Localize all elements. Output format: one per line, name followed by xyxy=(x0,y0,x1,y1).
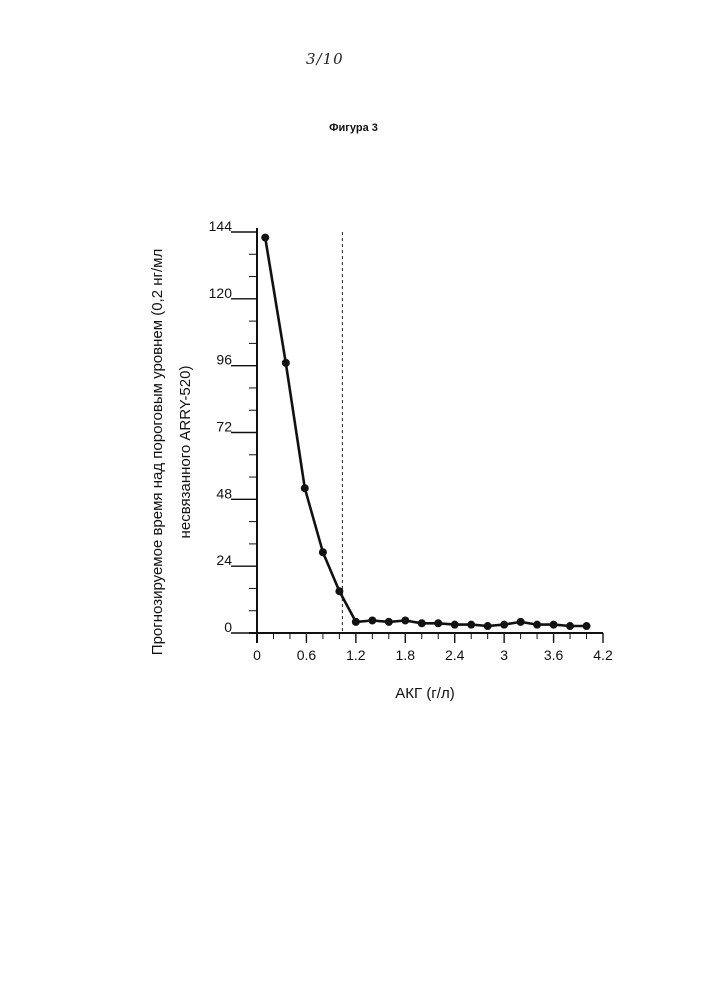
data-point xyxy=(434,619,442,627)
y-axis-title-line: несвязанного ARRY-520) xyxy=(177,366,194,539)
data-point xyxy=(517,618,525,626)
x-tick-label: 1.2 xyxy=(346,647,366,663)
y-tick-label: 24 xyxy=(216,552,232,568)
data-point xyxy=(319,548,327,556)
series-layer xyxy=(261,234,590,630)
x-tick-label: 0 xyxy=(253,647,261,663)
data-point xyxy=(451,621,459,629)
data-point xyxy=(385,618,393,626)
y-tick-label: 48 xyxy=(216,485,232,501)
data-point xyxy=(566,622,574,630)
data-point xyxy=(533,621,541,629)
data-point xyxy=(368,616,376,624)
data-point xyxy=(467,621,475,629)
x-tick-label: 3.6 xyxy=(544,647,564,663)
x-axis-title: АКГ (г/л) xyxy=(395,685,454,702)
x-tick-label: 2.4 xyxy=(445,647,465,663)
y-tick-label: 144 xyxy=(209,218,233,234)
y-tick-label: 120 xyxy=(209,285,233,301)
x-tick-label: 0.6 xyxy=(297,647,317,663)
x-tick-label: 1.8 xyxy=(396,647,416,663)
data-point xyxy=(282,359,290,367)
x-tick-label: 3 xyxy=(500,647,508,663)
y-axis-title-line: Прогнозируемое время над пороговым уровн… xyxy=(149,249,166,655)
data-point xyxy=(401,616,409,624)
y-axis-title: Прогнозируемое время над пороговым уровн… xyxy=(149,249,194,655)
y-tick-label: 0 xyxy=(224,619,232,635)
axes-layer: 0 24 48 72 96 120 144 0 0.6 1.2 1.8 2.4 3 3.6 4.2 xyxy=(209,218,613,663)
data-point xyxy=(352,618,360,626)
y-tick-label: 96 xyxy=(216,352,232,368)
x-tick-label: 4.2 xyxy=(593,647,613,663)
data-point xyxy=(484,622,492,630)
data-point xyxy=(550,621,558,629)
y-tick-label: 72 xyxy=(216,419,232,435)
data-point xyxy=(500,621,508,629)
series-line xyxy=(265,238,586,626)
data-point xyxy=(335,587,343,595)
data-point xyxy=(583,622,591,630)
data-point xyxy=(418,619,426,627)
data-point xyxy=(301,484,309,492)
data-point xyxy=(261,234,269,242)
